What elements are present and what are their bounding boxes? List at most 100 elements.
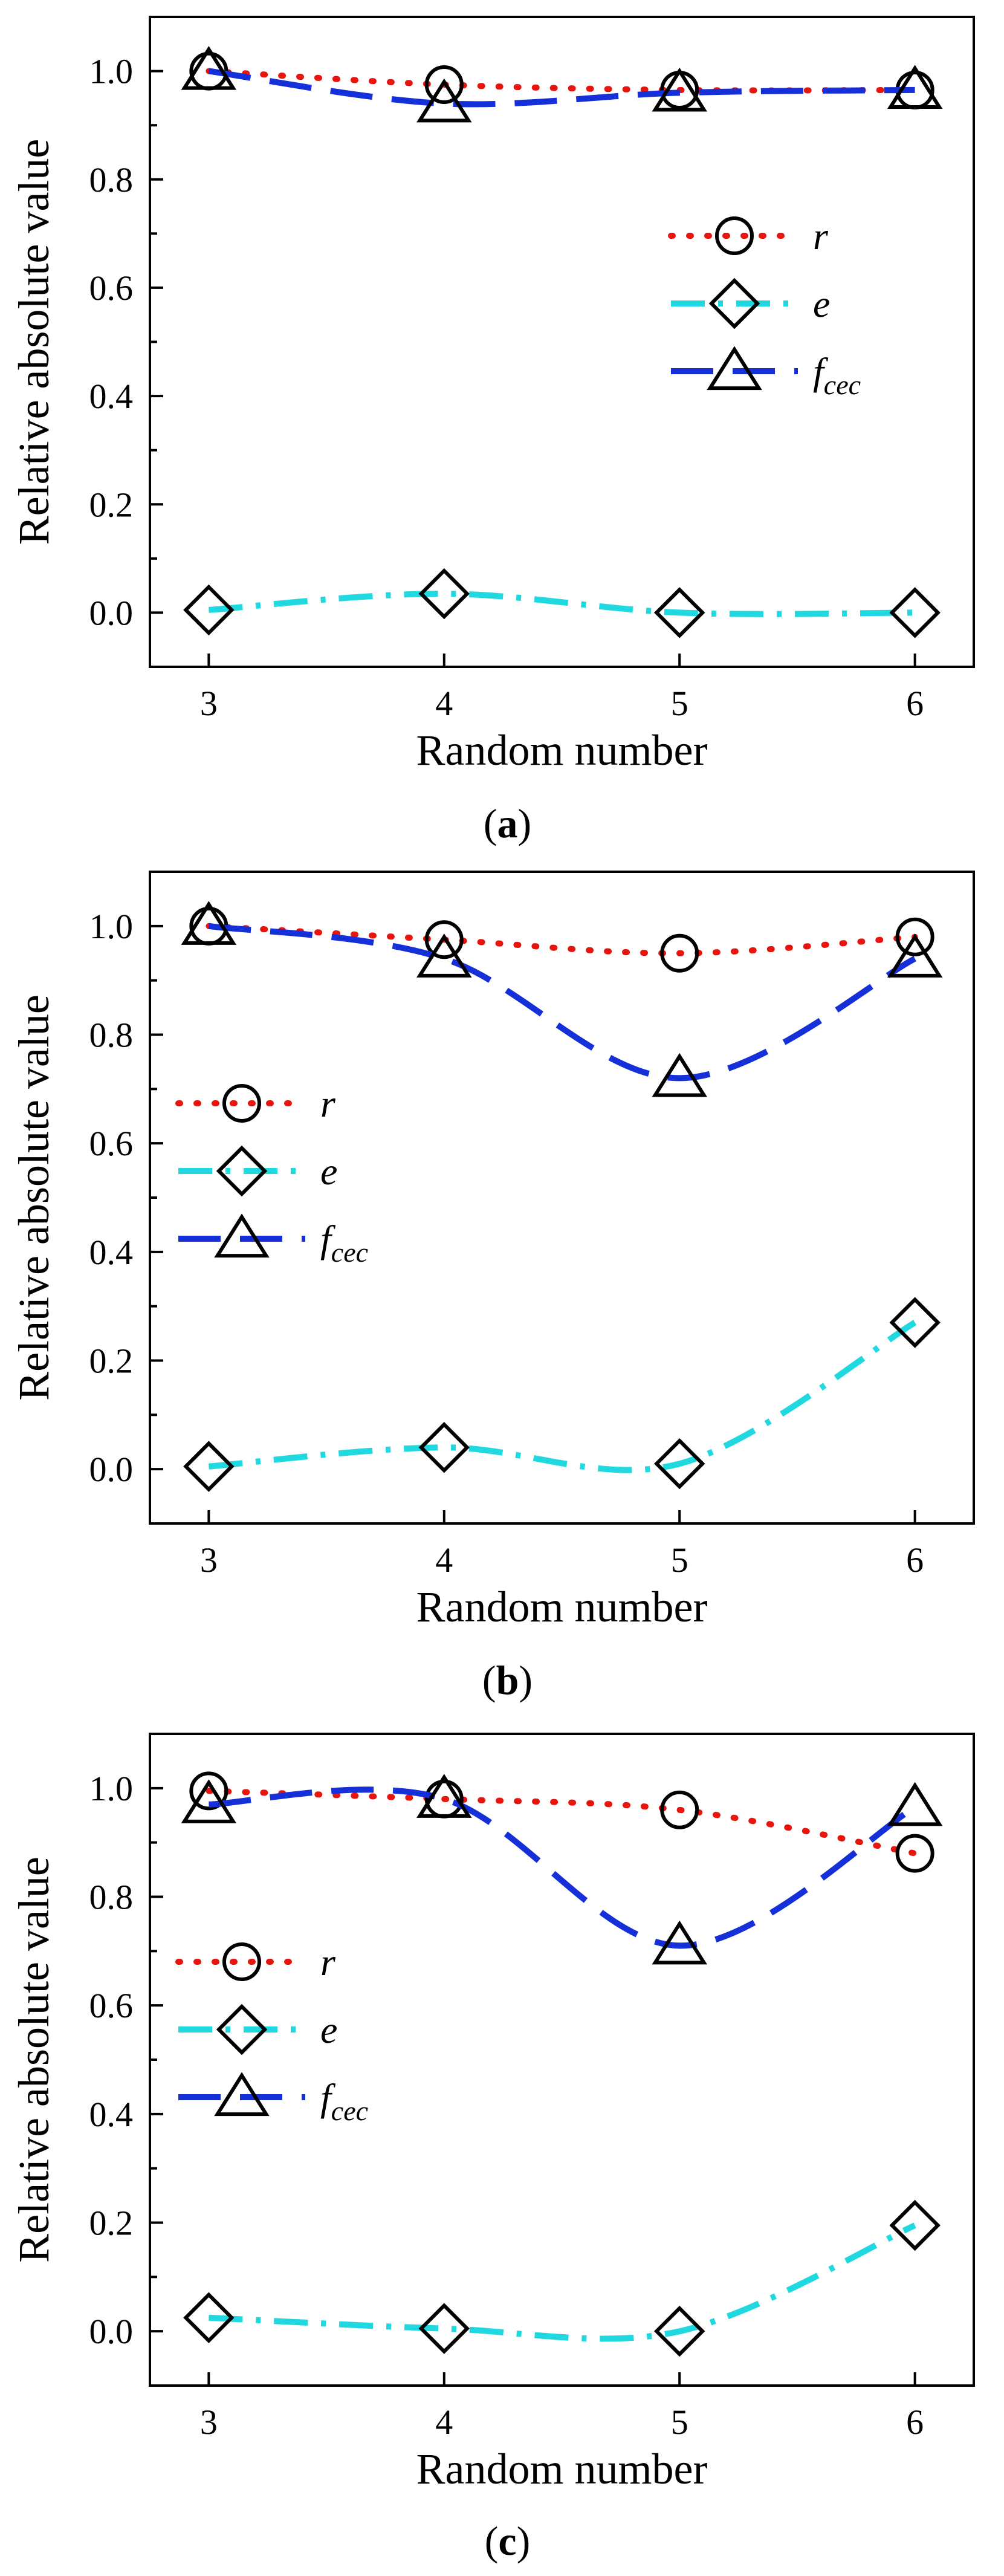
y-tick-label: 0.2 <box>89 2204 134 2243</box>
y-tick-label: 0.6 <box>89 1124 134 1163</box>
y-tick-label: 0.4 <box>89 2095 134 2134</box>
y-tick-label: 0.0 <box>89 1450 134 1489</box>
panel-caption: (c) <box>485 2518 531 2564</box>
y-axis-label: Relative absolute value <box>10 994 58 1401</box>
legend-marker-fcec <box>707 346 762 391</box>
x-tick-label: 6 <box>906 684 924 723</box>
legend-label-fcec: fcec <box>813 350 861 400</box>
x-tick-label: 4 <box>435 684 453 723</box>
y-tick-label: 1.0 <box>89 907 134 946</box>
data-point-fcec <box>652 1920 707 1965</box>
data-point-e <box>653 1438 705 1490</box>
data-point-fcec <box>652 1053 707 1097</box>
data-point-fcec <box>181 901 237 945</box>
y-tick-label: 0.6 <box>89 268 134 308</box>
x-tick-label: 5 <box>671 684 688 723</box>
legend-entry-r: r <box>175 1082 336 1125</box>
x-axis-label: Random number <box>416 726 708 774</box>
legend-entry-e: e <box>671 277 830 329</box>
chart-panel-a: 0.0 0.2 0.4 0.6 0.8 1.0 3 4 5 6 Random number Relat… <box>10 16 975 774</box>
y-tick-label: 0.6 <box>89 1986 134 2025</box>
data-point-r <box>189 1771 228 1811</box>
data-point-fcec <box>887 65 943 109</box>
panel-caption-letter: b <box>496 1657 519 1703</box>
y-tick-label: 0.8 <box>89 1878 134 1917</box>
data-point-fcec <box>181 1779 237 1823</box>
legend-marker-e <box>216 1145 268 1197</box>
data-point-e <box>183 584 235 636</box>
x-axis-label: Random number <box>416 2445 708 2493</box>
plot-frame <box>149 1733 975 2387</box>
x-tick-label: 3 <box>200 684 218 723</box>
data-point-e <box>653 587 705 638</box>
x-tick-label: 4 <box>435 2402 453 2442</box>
data-point-fcec <box>416 933 472 978</box>
data-point-e <box>418 2303 470 2354</box>
legend-entry-fcec: fcec <box>178 2072 368 2126</box>
y-axis-label: Relative absolute value <box>10 139 58 545</box>
legend-marker-e <box>708 277 760 329</box>
series-line-e <box>209 591 915 617</box>
data-point-fcec <box>416 78 472 123</box>
chart-panel-c: 0.0 0.2 0.4 0.6 0.8 1.0 3 4 5 6 Random number Relat… <box>10 1733 975 2493</box>
legend-entry-r: r <box>668 215 829 258</box>
panel-caption-letter: c <box>498 2518 516 2564</box>
data-point-e <box>418 1421 470 1473</box>
legend-label-e: e <box>320 2008 337 2051</box>
legend-label-fcec: fcec <box>320 2076 368 2126</box>
data-point-fcec <box>181 45 237 90</box>
x-tick-label: 4 <box>435 1540 453 1580</box>
y-tick-label: 1.0 <box>89 1769 134 1808</box>
legend-marker-r <box>222 1084 261 1123</box>
x-tick-label: 6 <box>906 2402 924 2442</box>
data-point-e <box>418 568 470 620</box>
data-point-fcec <box>887 1782 943 1826</box>
data-point-r <box>424 65 464 104</box>
y-tick-label: 0.8 <box>89 1016 134 1055</box>
data-point-r <box>660 1790 699 1829</box>
legend-marker-r <box>715 216 754 255</box>
legend-label-fcec: fcec <box>320 1218 368 1268</box>
x-axis-label: Random number <box>416 1583 708 1631</box>
series-line-fcec <box>209 1786 917 1949</box>
data-point-r <box>660 933 699 973</box>
data-point-r <box>895 917 934 956</box>
legend-label-r: r <box>320 1941 336 1984</box>
x-tick-label: 5 <box>671 1540 688 1580</box>
series-line-r <box>206 68 918 94</box>
legend-entry-e: e <box>178 1145 337 1197</box>
panel-caption-letter: a <box>497 800 518 846</box>
y-tick-label: 0.0 <box>89 2312 134 2351</box>
series-r <box>189 1771 934 1873</box>
legend-label-subscript: cec <box>331 2095 368 2126</box>
y-tick-label: 0.2 <box>89 1342 134 1381</box>
legend-entry-fcec: fcec <box>178 1213 368 1268</box>
panel-caption: (b) <box>482 1657 533 1703</box>
data-point-fcec <box>887 933 943 978</box>
legend: re fcec <box>175 1941 368 2126</box>
series-line-e <box>209 2222 916 2342</box>
y-tick-label: 0.4 <box>89 1233 134 1272</box>
data-point-e <box>889 1297 941 1348</box>
legend: re fcec <box>175 1082 368 1268</box>
series-r <box>189 906 934 973</box>
data-point-fcec <box>652 67 707 112</box>
legend-entry-fcec: fcec <box>671 346 861 400</box>
data-point-e <box>889 2199 941 2251</box>
data-point-r <box>895 1834 934 1873</box>
y-axis-label: Relative absolute value <box>10 1857 58 2263</box>
legend-label-r: r <box>320 1082 336 1125</box>
legend-marker-e <box>216 2003 268 2055</box>
legend-marker-fcec <box>214 2072 270 2117</box>
series-line-r <box>206 1788 918 1857</box>
y-tick-label: 1.0 <box>89 52 134 91</box>
chart-panel-b: 0.0 0.2 0.4 0.6 0.8 1.0 3 4 5 6 Random number Relat… <box>10 871 975 1631</box>
legend-marker-r <box>222 1942 261 1981</box>
y-tick-label: 0.0 <box>89 593 134 632</box>
x-tick-label: 3 <box>200 1540 218 1580</box>
series-r <box>189 51 934 109</box>
plot-frame <box>149 16 975 668</box>
data-point-r <box>424 920 464 959</box>
series-fcec <box>181 901 943 1097</box>
